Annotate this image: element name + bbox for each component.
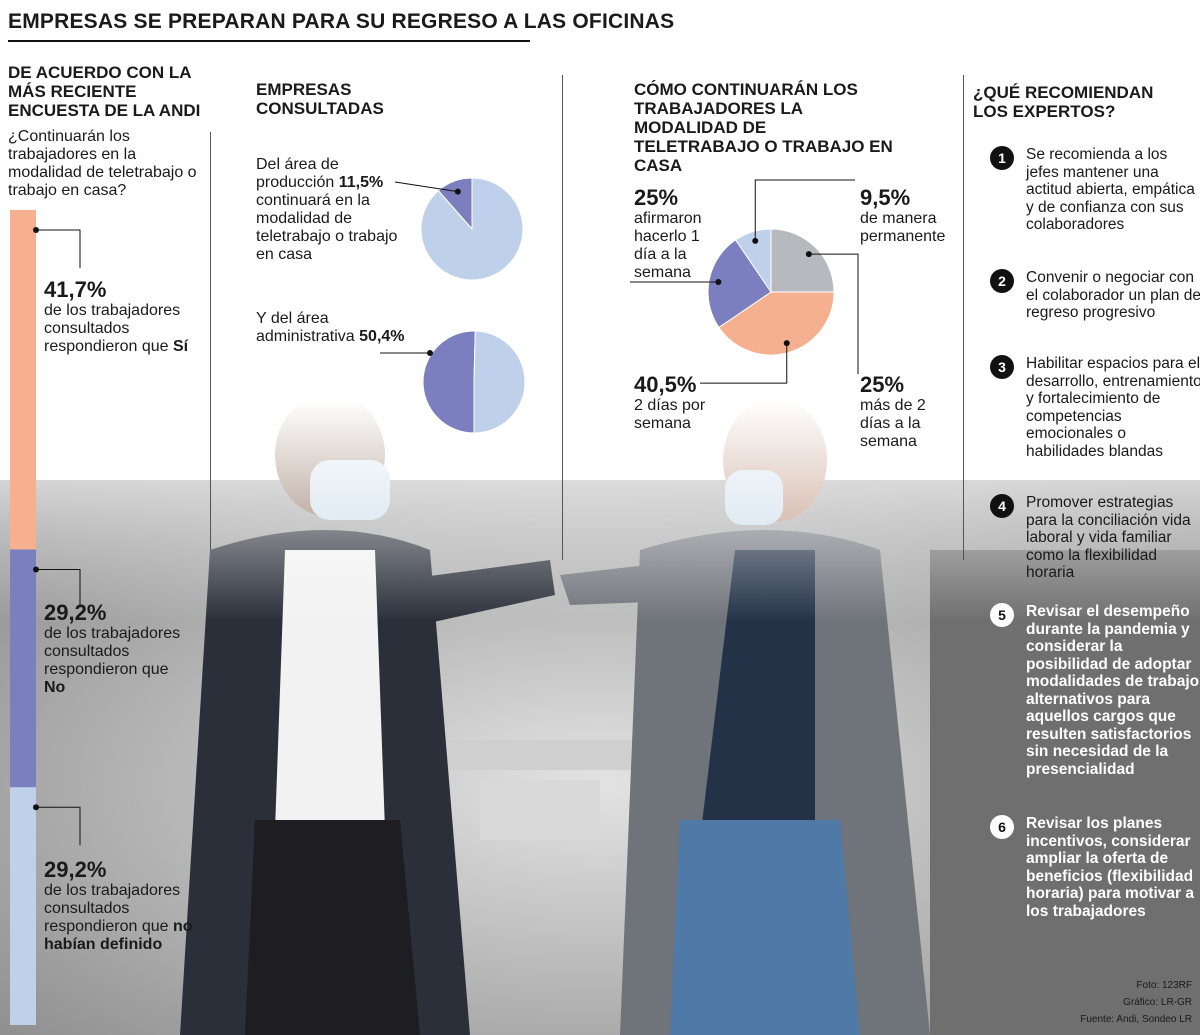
leader-line	[36, 569, 81, 608]
leader-line	[36, 229, 81, 268]
bar-emphasis: Sí	[173, 338, 189, 355]
label-text: 2 días por semana	[634, 397, 706, 432]
pie-slice	[707, 239, 772, 329]
production-text: Del área de producción	[256, 156, 339, 191]
label-value: 25%	[860, 372, 905, 397]
number-badge: 4	[990, 494, 1014, 518]
bar-value: 29,2%	[44, 600, 107, 625]
bar-emphasis: no habían definido	[44, 918, 193, 953]
bar-value: 41,7%	[44, 277, 107, 302]
label-value: 9,5%	[860, 185, 911, 210]
recommendation-item: 5 Revisar el desempeño durante la pandem…	[990, 603, 1199, 778]
divider-left	[210, 132, 211, 550]
recommendation-text: Habilitar espacios para el desarrollo, e…	[1026, 355, 1200, 460]
companies-pies	[380, 177, 526, 434]
stacked-bar-chart	[10, 210, 81, 1025]
source-credit: Fuente: Andi, Sondeo LR	[1080, 1014, 1192, 1025]
photo-credit: Foto: 123RF	[1136, 980, 1192, 991]
label-one-day: 25% afirmaron hacerlo 1 día a la semana	[634, 186, 724, 282]
bar-value: 29,2%	[44, 857, 107, 882]
recommendation-item: 4 Promover estrategias para la conciliac…	[990, 494, 1195, 581]
pie-slice	[420, 177, 524, 281]
bar-label-undefined: 29,2% de los trabajadores consultados re…	[44, 858, 194, 954]
admin-value: 50,4%	[359, 328, 405, 345]
graphic-credit: Gráfico: LR-GR	[1123, 997, 1192, 1008]
recommendation-item: 3 Habilitar espacios para el desarrollo,…	[990, 355, 1200, 460]
production-text2: continuará en la modalidad de teletrabaj…	[256, 192, 398, 263]
label-permanent: 9,5% de manera permanente	[860, 186, 960, 246]
label-text: más de 2 días a la semana	[860, 397, 926, 450]
bar-text: de los trabajadores consultados respondi…	[44, 302, 181, 355]
recommendation-text: Convenir o negociar con el colaborador u…	[1026, 269, 1200, 321]
page-title: EMPRESAS SE PREPARAN PARA SU REGRESO A L…	[8, 10, 675, 33]
leader-dot	[752, 237, 759, 244]
recommendation-item: 2 Convenir o negociar con el colaborador…	[990, 269, 1200, 321]
label-text: de manera permanente	[860, 210, 946, 245]
continuation-heading: CÓMO CONTINUARÁN LOS TRABAJADORES LA MOD…	[634, 80, 893, 175]
pie-slice	[422, 330, 476, 434]
recommendations-heading: ¿QUÉ RECOMIENDAN LOS EXPERTOS?	[973, 83, 1154, 121]
label-value: 40,5%	[634, 372, 697, 397]
number-badge: 5	[990, 603, 1014, 627]
recommendation-text: Promover estrategias para la conciliació…	[1026, 494, 1191, 581]
recommendation-text: Se recomienda a los jefes mantener una a…	[1026, 146, 1195, 233]
leader-line	[700, 343, 788, 384]
survey-question: ¿Continuarán los trabajadores en la moda…	[8, 128, 197, 199]
pie-slice	[770, 228, 835, 293]
companies-heading: EMPRESAS CONSULTADAS	[256, 80, 384, 118]
admin-caption: Y del área administrativa 50,4%	[256, 310, 406, 346]
recommendation-item: 6 Revisar los planes incentivos, conside…	[990, 815, 1195, 920]
pie-slice	[718, 291, 835, 356]
production-caption: Del área de producción 11,5% continuará …	[256, 156, 406, 264]
number-badge: 6	[990, 815, 1014, 839]
office-photo	[0, 400, 1200, 1035]
bar-label-no: 29,2% de los trabajadores consultados re…	[44, 601, 194, 697]
production-value: 11,5%	[338, 174, 384, 191]
bar-segment	[10, 549, 36, 788]
leader-dot	[454, 188, 461, 195]
pie-slice	[734, 228, 772, 294]
recommendation-text: Revisar los planes incentivos, considera…	[1026, 815, 1194, 920]
divider-right	[963, 75, 964, 560]
continuation-pie	[630, 179, 859, 384]
bar-emphasis: No	[44, 679, 66, 696]
number-badge: 1	[990, 146, 1014, 170]
number-badge: 3	[990, 355, 1014, 379]
bar-segment	[10, 787, 36, 1025]
title-rule	[8, 40, 530, 42]
bar-segment	[10, 210, 36, 550]
bar-text: de los trabajadores consultados respondi…	[44, 882, 181, 935]
recommendation-text: Revisar el desempeño durante la pandemia…	[1026, 603, 1200, 778]
label-more-days: 25% más de 2 días a la semana	[860, 373, 960, 451]
recommendation-item: 1 Se recomienda a los jefes mantener una…	[990, 146, 1195, 233]
leader-line	[394, 181, 458, 193]
bar-text: de los trabajadores consultados respondi…	[44, 625, 181, 678]
survey-heading: DE ACUERDO CON LA MÁS RECIENTE ENCUESTA …	[8, 63, 201, 120]
leader-line	[808, 253, 859, 375]
leader-line	[36, 806, 81, 846]
leader-line	[754, 179, 855, 241]
admin-text: Y del área administrativa	[256, 310, 355, 345]
divider-middle	[562, 75, 563, 560]
number-badge: 2	[990, 269, 1014, 293]
pie-slice	[473, 330, 526, 434]
label-text: afirmaron hacerlo 1 día a la semana	[634, 210, 702, 281]
label-value: 25%	[634, 185, 679, 210]
label-two-days: 40,5% 2 días por semana	[634, 373, 734, 433]
bar-label-si: 41,7% de los trabajadores consultados re…	[44, 278, 194, 356]
